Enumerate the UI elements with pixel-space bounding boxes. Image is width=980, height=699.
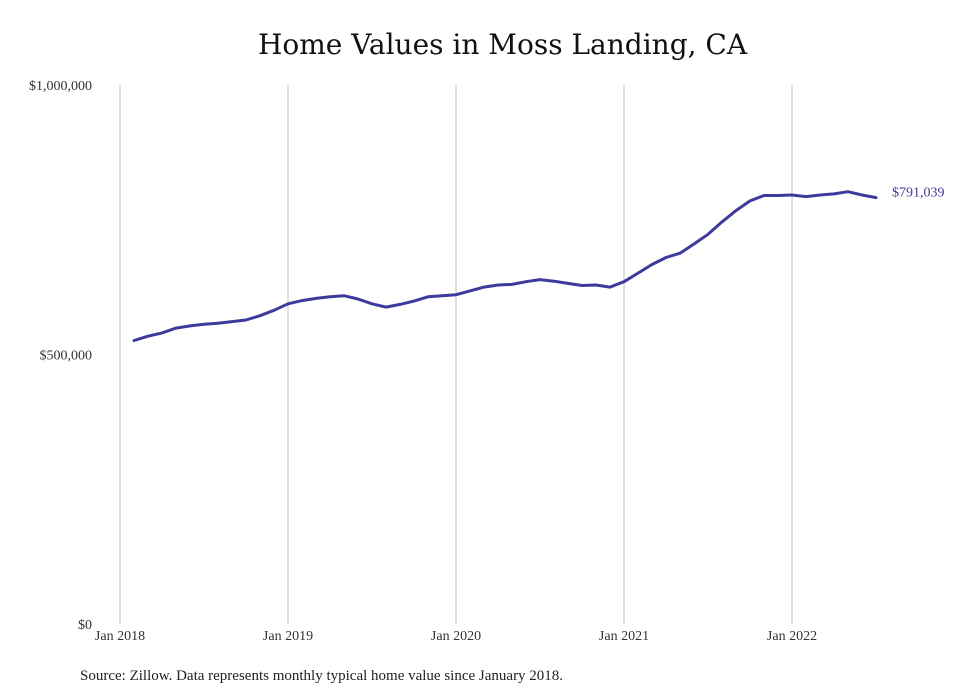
x-tick-label-2: Jan 2020: [431, 629, 481, 644]
x-tick-label-4: Jan 2022: [767, 629, 817, 644]
chart-title: Home Values in Moss Landing, CA: [257, 28, 748, 61]
series-layer: [132, 190, 878, 342]
grid-layer: [119, 85, 793, 624]
label-layer: $791,039: [892, 186, 945, 201]
series-line-0: [132, 190, 878, 342]
y-tick-label-2: $1,000,000: [29, 79, 92, 94]
x-tick-label-1: Jan 2019: [263, 629, 313, 644]
y-tick-label-1: $500,000: [40, 349, 93, 364]
source-note: Source: Zillow. Data represents monthly …: [80, 668, 564, 684]
y-tick-label-0: $0: [78, 618, 92, 633]
x-tick-label-0: Jan 2018: [95, 629, 145, 644]
end-value-label: $791,039: [892, 186, 945, 201]
x-axis: Jan 2018 Jan 2019 Jan 2020 Jan 2021 Jan 2022: [95, 629, 817, 644]
y-axis: $0 $500,000 $1,000,000: [29, 79, 92, 633]
x-tick-label-3: Jan 2021: [599, 629, 649, 644]
